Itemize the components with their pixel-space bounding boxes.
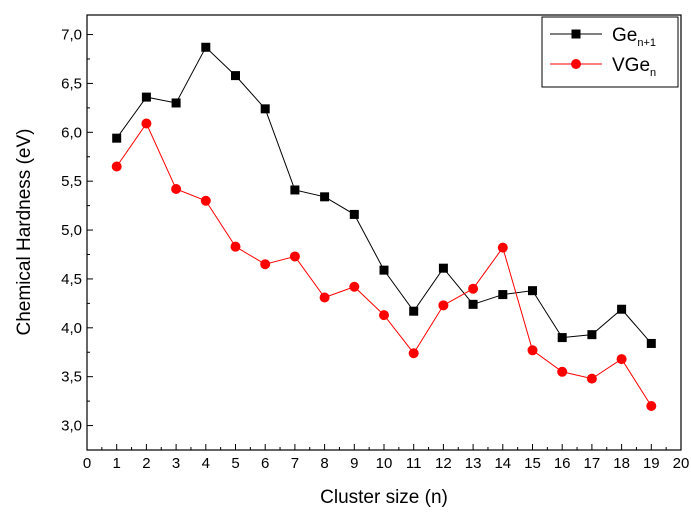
data-point xyxy=(349,209,359,219)
x-tick-label: 4 xyxy=(202,455,210,472)
y-tick-label: 6,0 xyxy=(61,124,82,141)
legend-box xyxy=(541,16,679,88)
y-axis-ticks: 3,0 3,5 4,0 4,5 5,0 5,5 6,0 6,5 7,0 xyxy=(61,27,93,451)
series-layer xyxy=(111,42,657,412)
x-tick-label: 9 xyxy=(350,455,358,472)
data-point xyxy=(646,401,657,412)
data-point xyxy=(557,366,568,377)
data-point xyxy=(112,133,122,143)
x-tick-label: 5 xyxy=(231,455,239,472)
series-line xyxy=(116,122,652,407)
legend: Gen+1 VGen xyxy=(541,16,679,88)
legend-marker xyxy=(571,59,581,69)
legend-marker xyxy=(571,29,581,39)
data-point xyxy=(468,299,478,309)
x-tick-label: 12 xyxy=(435,455,452,472)
data-point xyxy=(320,192,330,202)
x-tick-label: 20 xyxy=(673,455,690,472)
legend-label: VGen xyxy=(612,55,656,79)
x-tick-label: 17 xyxy=(584,455,601,472)
x-tick-label: 11 xyxy=(406,455,422,472)
data-point xyxy=(527,345,538,356)
x-tick-label: 15 xyxy=(524,455,541,472)
x-tick-label: 13 xyxy=(465,455,482,472)
legend-label: Gen+1 xyxy=(612,25,656,49)
data-point xyxy=(201,42,211,52)
data-point xyxy=(587,330,597,340)
data-point xyxy=(319,292,330,303)
data-point xyxy=(409,306,419,316)
data-point xyxy=(557,333,567,343)
data-point xyxy=(438,300,449,311)
data-point xyxy=(231,71,240,81)
x-tick-label: 1 xyxy=(113,455,121,472)
y-tick-label: 7,0 xyxy=(61,27,82,44)
y-axis-title: Chemical Hardness (eV) xyxy=(14,129,35,336)
data-point xyxy=(646,338,656,348)
data-point xyxy=(349,281,360,292)
x-tick-label: 6 xyxy=(261,455,269,472)
data-point xyxy=(141,92,151,102)
data-point xyxy=(230,241,241,252)
y-tick-label: 5,5 xyxy=(61,173,82,190)
data-point xyxy=(141,118,152,129)
y-tick-label: 3,0 xyxy=(61,418,82,435)
data-point xyxy=(498,290,508,300)
x-tick-label: 8 xyxy=(320,455,328,472)
data-point xyxy=(171,98,181,108)
data-point xyxy=(260,259,271,270)
x-tick-label: 0 xyxy=(83,455,91,472)
data-point xyxy=(497,242,508,253)
y-tick-label: 3,5 xyxy=(61,369,82,386)
legend-item: VGen xyxy=(550,55,656,79)
data-point xyxy=(408,348,419,359)
x-tick-label: 3 xyxy=(172,455,180,472)
data-point xyxy=(379,265,389,275)
data-point xyxy=(290,185,300,195)
data-point xyxy=(289,251,300,262)
x-axis-ticks: 0 1 2 3 4 5 6 7 8 9 10 11 12 13 14 15 16 17 18 19 20 xyxy=(83,444,690,472)
x-tick-label: 18 xyxy=(613,455,630,472)
series-vge xyxy=(111,118,657,412)
legend-item: Gen+1 xyxy=(550,25,656,49)
x-tick-label: 7 xyxy=(291,455,299,472)
data-point xyxy=(379,310,389,321)
x-tick-label: 2 xyxy=(142,455,150,472)
data-point xyxy=(171,184,182,194)
series-line xyxy=(116,46,652,344)
data-point xyxy=(617,304,627,314)
data-point xyxy=(111,161,122,172)
series-ge xyxy=(112,42,656,348)
data-point xyxy=(586,373,597,384)
x-tick-label: 14 xyxy=(494,455,511,472)
y-tick-label: 4,0 xyxy=(61,320,82,337)
data-point xyxy=(468,283,479,294)
x-tick-label: 10 xyxy=(376,455,393,472)
data-point xyxy=(200,195,211,206)
y-tick-label: 5,0 xyxy=(61,222,82,239)
y-tick-label: 6,5 xyxy=(61,75,82,92)
data-point xyxy=(438,263,448,273)
y-tick-label: 4,5 xyxy=(61,271,82,288)
x-tick-label: 16 xyxy=(554,455,571,472)
x-tick-label: 19 xyxy=(643,455,660,472)
data-point xyxy=(260,104,270,114)
data-point xyxy=(616,354,627,365)
x-axis-title: Cluster size (n) xyxy=(320,487,448,508)
data-point xyxy=(528,286,537,296)
